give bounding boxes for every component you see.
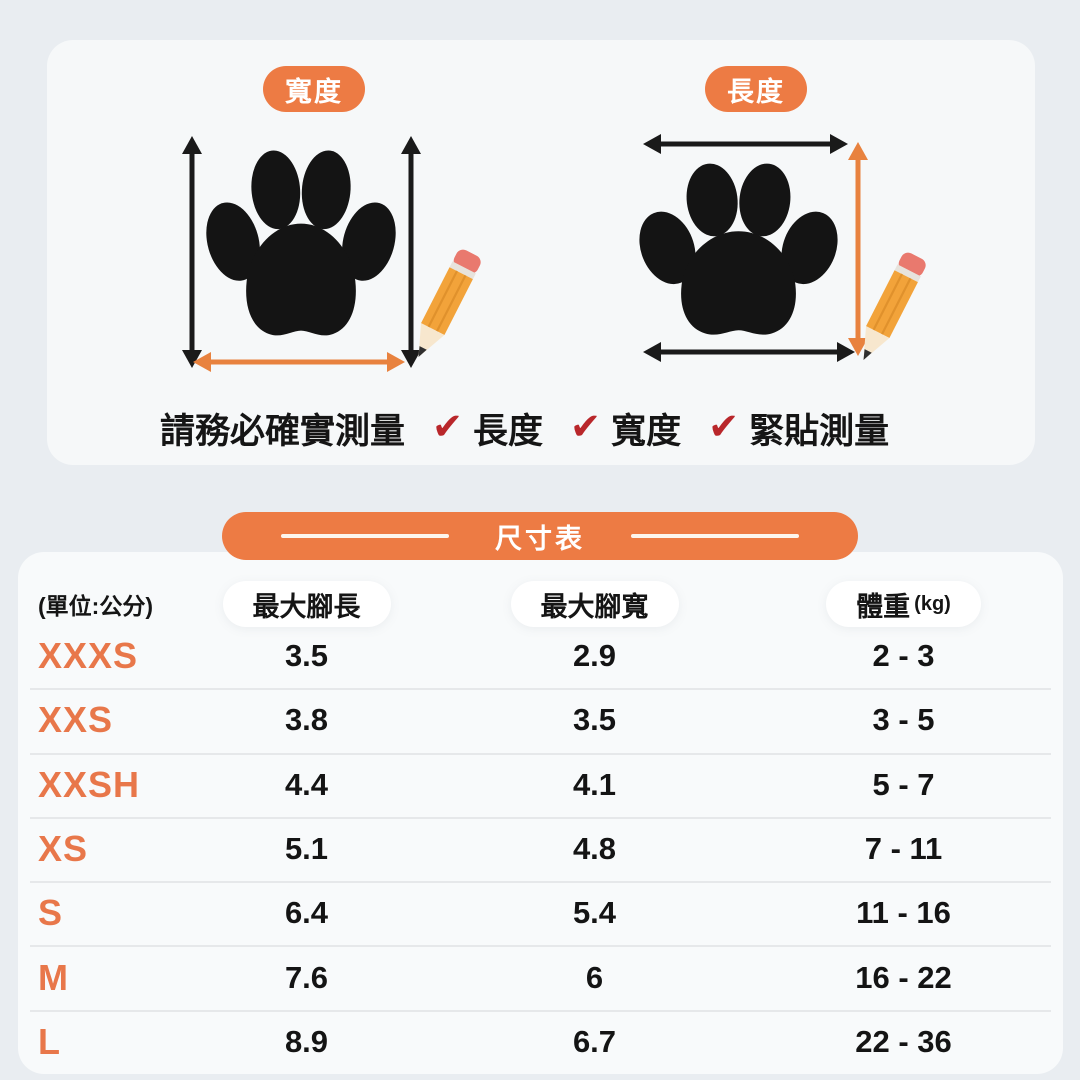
- pencil-icon: [418, 249, 481, 358]
- table-header-row: (單位:公分) 最大腳長 最大腳寬 體重 (kg): [18, 580, 1063, 628]
- max-width-value: 4.1: [572, 766, 617, 802]
- max-length-value: 6.4: [284, 895, 329, 931]
- checkmark-icon: ✔: [708, 405, 740, 447]
- size-label: XS: [38, 828, 89, 870]
- pill-decor-line-left: [281, 534, 449, 538]
- weight-value: 2 - 3: [872, 638, 935, 674]
- check-item-snug: ✔ 緊貼測量: [708, 403, 889, 454]
- horizontal-arrow-top-icon: [643, 134, 848, 154]
- width-measure-arrow-icon: [193, 352, 405, 372]
- table-row: XXSH 4.4 4.1 5 - 7: [18, 752, 1063, 817]
- size-label: L: [38, 1020, 61, 1062]
- check-label: 寬度: [611, 411, 682, 451]
- size-label: XXSH: [38, 763, 141, 805]
- weight-value: 11 - 16: [856, 895, 951, 931]
- vertical-arrow-right-icon: [401, 136, 421, 368]
- table-body: XXXS 3.5 2.9 2 - 3 XXS 3.8 3.5 3 - 5 XXSH 4.4 4.1 5…: [18, 624, 1063, 1074]
- measurement-card: 寬度: [47, 40, 1035, 465]
- column-header-max-width: 最大腳寬: [510, 581, 679, 627]
- length-badge: 長度: [705, 66, 807, 112]
- max-width-value: 2.9: [572, 638, 617, 674]
- weight-value: 7 - 11: [864, 831, 943, 867]
- unit-label: (單位:公分): [38, 593, 153, 619]
- vertical-arrow-left-icon: [182, 136, 202, 368]
- weight-value: 5 - 7: [872, 766, 935, 802]
- table-row: XS 5.1 4.8 7 - 11: [18, 816, 1063, 881]
- length-measure-arrow-icon: [848, 142, 868, 356]
- size-chart-title: 尺寸表: [495, 523, 585, 554]
- width-badge: 寬度: [263, 66, 365, 112]
- size-label: XXS: [38, 699, 114, 741]
- paw-print-icon: [206, 150, 396, 336]
- max-length-value: 3.5: [284, 638, 329, 674]
- pill-decor-line-right: [631, 534, 799, 538]
- table-row: XXS 3.8 3.5 3 - 5: [18, 688, 1063, 752]
- size-chart-title-pill: 尺寸表: [222, 512, 858, 560]
- size-label: XXXS: [38, 635, 139, 677]
- table-row: S 6.4 5.4 11 - 16: [18, 881, 1063, 945]
- weight-unit-label: (kg): [914, 592, 951, 615]
- check-label: 緊貼測量: [749, 411, 890, 451]
- caption-text: 請務必確實測量: [160, 411, 406, 451]
- max-length-value: 7.6: [284, 959, 329, 995]
- paw-print-icon: [639, 163, 838, 335]
- table-row: L 8.9 6.7 22 - 36: [18, 1009, 1063, 1074]
- max-length-value: 5.1: [284, 831, 329, 867]
- max-length-value: 3.8: [284, 702, 329, 738]
- caption-row: 請務必確實測量 ✔ 長度 ✔ 寬度 ✔ 緊貼測量: [160, 402, 889, 454]
- column-header-weight: 體重 (kg): [826, 581, 981, 627]
- weight-value: 16 - 22: [855, 959, 952, 995]
- weight-value: 22 - 36: [855, 1023, 952, 1059]
- max-width-value: 4.8: [572, 831, 617, 867]
- checkmark-icon: ✔: [432, 405, 464, 447]
- length-badge-label: 長度: [727, 76, 785, 107]
- check-label: 長度: [473, 411, 544, 451]
- column-header-max-length: 最大腳長: [222, 581, 391, 627]
- max-width-value: 3.5: [572, 702, 617, 738]
- max-width-value: 6: [585, 959, 604, 995]
- weight-value: 3 - 5: [872, 702, 935, 738]
- checkmark-icon: ✔: [570, 405, 602, 447]
- table-row: XXXS 3.5 2.9 2 - 3: [18, 624, 1063, 688]
- size-chart-card: (單位:公分) 最大腳長 最大腳寬 體重 (kg) XXXS 3.5 2.9 2 - …: [18, 552, 1063, 1074]
- size-label: S: [38, 892, 64, 934]
- check-item-width: ✔ 寬度: [570, 403, 681, 454]
- max-length-value: 4.4: [284, 766, 329, 802]
- pencil-icon: [863, 252, 926, 361]
- horizontal-arrow-bottom-icon: [643, 342, 855, 362]
- width-badge-label: 寬度: [285, 76, 343, 107]
- max-length-value: 8.9: [284, 1023, 329, 1059]
- size-label: M: [38, 956, 69, 998]
- check-item-length: ✔ 長度: [432, 403, 543, 454]
- max-width-value: 5.4: [572, 895, 617, 931]
- max-width-value: 6.7: [572, 1023, 617, 1059]
- table-row: M 7.6 6 16 - 22: [18, 945, 1063, 1009]
